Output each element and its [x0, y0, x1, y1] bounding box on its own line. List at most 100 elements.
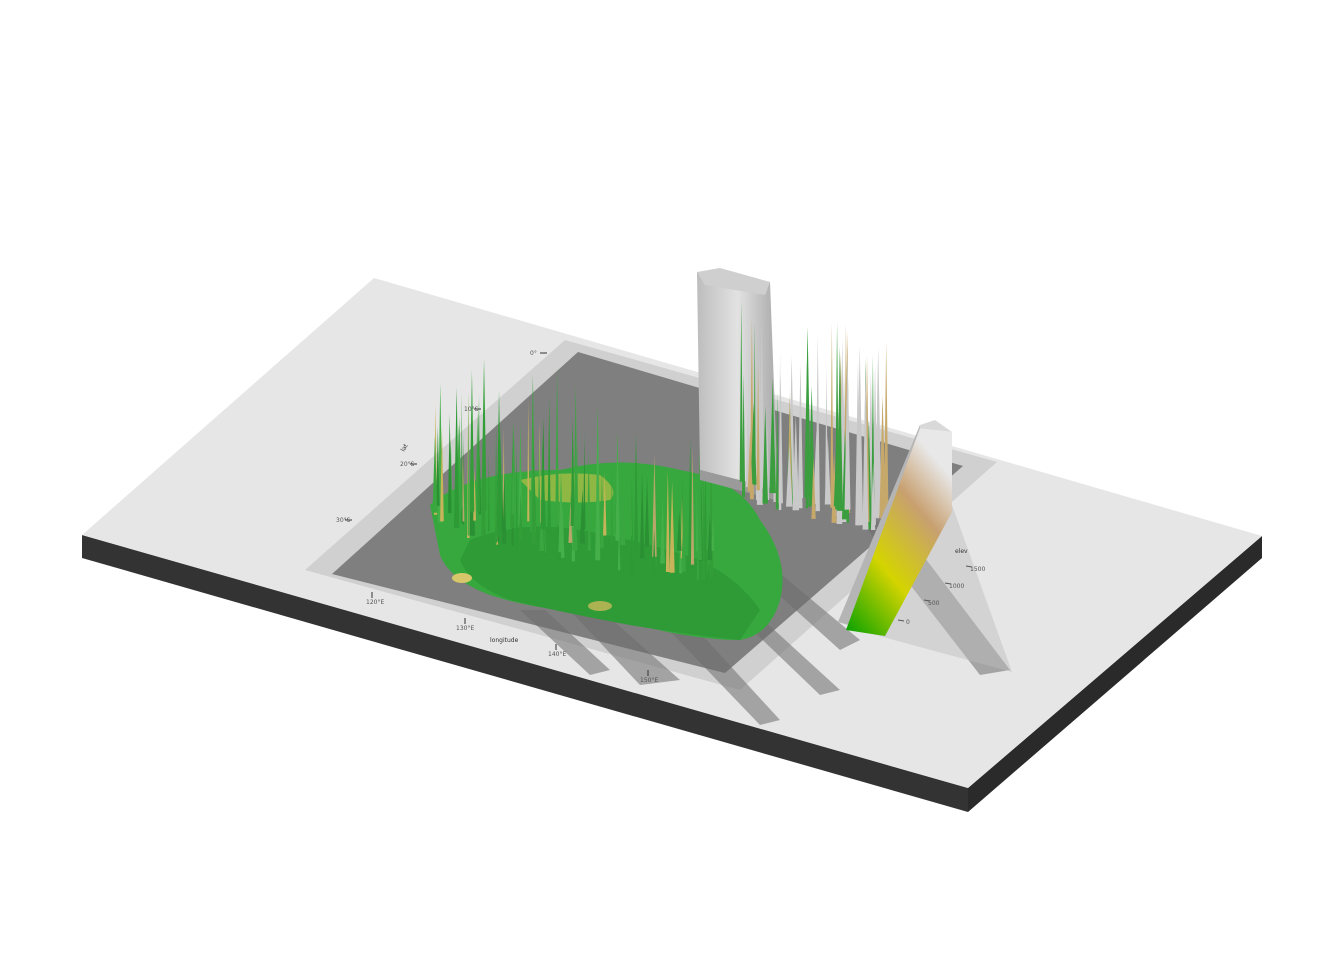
terrain-spike [458, 468, 463, 511]
terrain-spike [836, 346, 843, 511]
terrain-spike [798, 415, 803, 509]
terrain-ridge-spikes [739, 300, 889, 531]
legend-tick: 1000 [944, 582, 964, 590]
x-tick-label: 130°E [456, 625, 474, 632]
terrain-spike [572, 493, 578, 551]
terrain-spike [830, 322, 834, 508]
terrain-spike [640, 471, 645, 559]
terrain-spikes-green [432, 358, 715, 586]
terrain-spike [844, 349, 851, 510]
terrain-spike [862, 364, 869, 530]
terrain-spike [432, 434, 438, 513]
terrain-spike [775, 391, 779, 510]
legend-tick-label: 1500 [970, 566, 985, 573]
terrain-spike [630, 474, 633, 537]
y-tick: 30°S [336, 517, 352, 524]
terrain-spike [756, 363, 760, 491]
x-tick: 140°E [548, 644, 566, 658]
terrain-spike [741, 372, 746, 498]
terrain-spike [583, 433, 586, 530]
terrain-spike [501, 483, 504, 532]
terrain-spike [688, 438, 693, 568]
x-tick-label: 150°E [640, 677, 658, 684]
terrain-spike [856, 345, 864, 526]
terrain-spike [568, 502, 573, 543]
terrain-spike [769, 377, 776, 494]
terrain-spike [587, 495, 591, 551]
terrain-spike [879, 395, 886, 519]
terrain-spike [518, 492, 523, 541]
terrain-spike [690, 446, 695, 565]
legend-tick-label: 500 [928, 600, 940, 607]
terrain-spike [747, 430, 753, 492]
y-tick-label: 30°S [336, 517, 351, 524]
terrain-spike [778, 372, 783, 504]
terrain-spike [707, 514, 713, 561]
terrain-spike [547, 395, 551, 534]
y-tick-label: 20°S [400, 461, 415, 468]
terrain-spike [876, 419, 880, 519]
y-tick: 20°S [400, 461, 417, 468]
terrain-spike [481, 358, 487, 511]
terrain-spike [488, 453, 490, 532]
terrain-spike [570, 418, 575, 527]
terrain-spike [515, 441, 518, 554]
terrain-spike [518, 422, 523, 526]
terrain-spike [467, 393, 470, 536]
x-tick-label: 120°E [366, 599, 384, 606]
terrain-spike [786, 443, 793, 507]
terrain-spike [644, 475, 650, 547]
terrain-spike [633, 433, 639, 553]
y-tick-label: 0° [530, 350, 537, 357]
x-tick: 150°E [640, 670, 658, 684]
terrain-spike [560, 504, 565, 558]
terrain-spike [620, 489, 626, 546]
legend-tick: 0 [897, 619, 910, 626]
terrain-spike [555, 368, 559, 526]
terrain-spike [652, 529, 656, 580]
legend-gradient [846, 428, 952, 636]
terrain-spike [499, 424, 503, 541]
y-tick: 10°S [464, 406, 481, 413]
terrain-spike [665, 470, 670, 572]
terrain-spike [739, 300, 743, 482]
terrain-spike [696, 502, 699, 580]
legend-tick-label: 0 [906, 619, 910, 626]
terrain-spike [804, 326, 811, 498]
y-axis: 30°S 20°S 10°S 0° lat [336, 350, 547, 524]
terrain-spike [477, 401, 481, 512]
terrain-spike [762, 405, 768, 504]
terrain-spike [576, 440, 579, 528]
terrain-spike [652, 453, 657, 557]
terrain-spike [579, 489, 585, 544]
terrain-spike [870, 461, 876, 531]
terrain-spike [815, 335, 820, 512]
y-tick: 0° [530, 350, 547, 357]
terrain-spike [481, 460, 486, 536]
x-axis: 120°E 130°E 140°E 150°E longitude [366, 592, 658, 684]
legend-shadow [850, 505, 1012, 672]
legend-title: elev [955, 548, 968, 555]
terrain-spike [540, 452, 546, 530]
x-tick: 130°E [456, 618, 474, 632]
terrain-spike [469, 370, 475, 512]
terrain-spike [679, 528, 683, 574]
elevation-legend: elev 0 500 1000 1500 [838, 420, 1012, 672]
terrain-spike [697, 440, 702, 560]
legend-tick-label: 1000 [949, 583, 964, 590]
terrain-spike [811, 456, 816, 519]
y-axis-title: lat [400, 442, 410, 453]
terrain-spike [527, 398, 530, 522]
terrain-spike [595, 404, 601, 561]
legend-tick: 500 [923, 599, 940, 607]
x-tick: 120°E [366, 592, 384, 606]
terrain-spike [883, 341, 889, 526]
terrain-spike [750, 402, 757, 485]
terrain-spike [537, 441, 541, 526]
terrain-spike [436, 426, 440, 506]
terrain-spike [600, 473, 604, 548]
base-side-front [82, 535, 968, 812]
terrain-spike [494, 419, 498, 543]
terrain-spike [610, 470, 613, 543]
legend-tick: 1500 [965, 565, 985, 573]
